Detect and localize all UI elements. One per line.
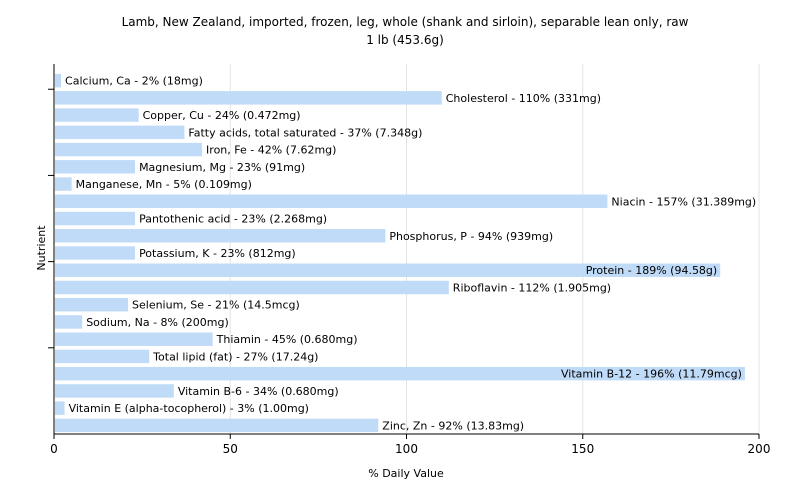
bar bbox=[55, 125, 185, 140]
bar-data-label: Vitamin B-12 - 196% (11.79mcg) bbox=[561, 368, 742, 381]
bar bbox=[55, 229, 386, 243]
bar-data-label: Magnesium, Mg - 23% (91mg) bbox=[139, 161, 305, 174]
bars: Calcium, Ca - 2% (18mg) Cholesterol - 110… bbox=[55, 73, 756, 433]
x-tick-label: 50 bbox=[223, 442, 238, 456]
bar-data-label: Cholesterol - 110% (331mg) bbox=[446, 92, 601, 105]
bar-data-label: Niacin - 157% (31.389mg) bbox=[611, 195, 756, 208]
bar-data-label: Phosphorus, P - 94% (939mg) bbox=[389, 230, 553, 243]
axes: 0 50 100 150 200 bbox=[48, 64, 770, 456]
bar-data-label: Manganese, Mn - 5% (0.109mg) bbox=[76, 178, 252, 191]
bar bbox=[55, 160, 136, 174]
x-tick-label: 150 bbox=[571, 442, 594, 456]
x-axis-label: % Daily Value bbox=[368, 467, 444, 480]
bar bbox=[55, 384, 174, 398]
bar bbox=[55, 366, 745, 381]
bar bbox=[55, 73, 62, 88]
bar-data-label: Vitamin E (alpha-tocopherol) - 3% (1.00m… bbox=[69, 402, 309, 415]
bar-data-label: Selenium, Se - 21% (14.5mcg) bbox=[132, 299, 300, 312]
x-tick-label: 0 bbox=[50, 442, 58, 456]
bar bbox=[55, 108, 139, 122]
bar-data-label: Potassium, K - 23% (812mg) bbox=[139, 247, 296, 260]
bar-data-label: Sodium, Na - 8% (200mg) bbox=[86, 316, 229, 329]
bar-data-label: Vitamin B-6 - 34% (0.680mg) bbox=[178, 385, 339, 398]
bar bbox=[55, 349, 150, 364]
bar bbox=[55, 332, 213, 346]
bar-data-label: Pantothenic acid - 23% (2.268mg) bbox=[139, 213, 327, 226]
bar bbox=[55, 401, 65, 415]
bar bbox=[55, 177, 72, 191]
bar bbox=[55, 263, 721, 277]
bar bbox=[55, 246, 136, 260]
bar bbox=[55, 194, 608, 209]
bar bbox=[55, 280, 449, 295]
bar-data-label: Zinc, Zn - 92% (13.83mg) bbox=[382, 419, 524, 432]
bar bbox=[55, 91, 442, 105]
chart-subtitle: 1 lb (453.6g) bbox=[366, 33, 444, 47]
bar bbox=[55, 211, 136, 226]
chart-title: Lamb, New Zealand, imported, frozen, leg… bbox=[122, 15, 689, 29]
bar bbox=[55, 315, 83, 329]
bar bbox=[55, 418, 379, 433]
bar bbox=[55, 142, 203, 157]
y-axis-label: Nutrient bbox=[35, 225, 48, 271]
bar-data-label: Riboflavin - 112% (1.905mg) bbox=[453, 281, 611, 294]
bar-data-label: Iron, Fe - 42% (7.62mg) bbox=[206, 144, 336, 157]
bar-data-label: Total lipid (fat) - 27% (17.24g) bbox=[152, 350, 318, 363]
bar-data-label: Calcium, Ca - 2% (18mg) bbox=[65, 75, 203, 88]
x-tick-label: 100 bbox=[395, 442, 418, 456]
bar-data-label: Fatty acids, total saturated - 37% (7.34… bbox=[188, 126, 422, 139]
bar-data-label: Copper, Cu - 24% (0.472mg) bbox=[143, 109, 301, 122]
bar bbox=[55, 297, 129, 312]
bar-data-label: Protein - 189% (94.58g) bbox=[586, 264, 718, 277]
bar-data-label: Thiamin - 45% (0.680mg) bbox=[216, 333, 358, 346]
x-tick-label: 200 bbox=[748, 442, 771, 456]
